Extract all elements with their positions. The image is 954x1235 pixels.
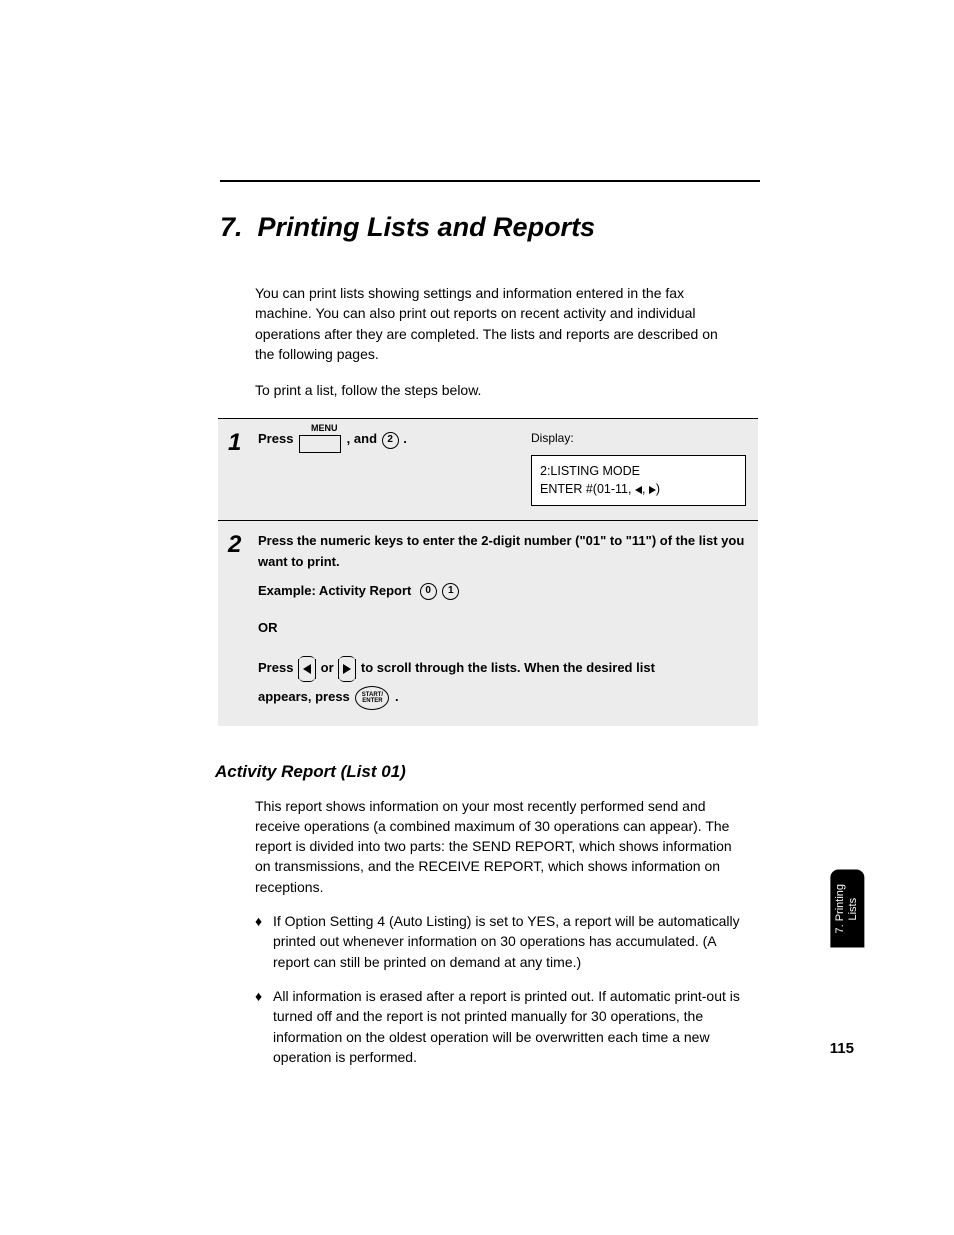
or-label: OR — [258, 618, 746, 639]
step-2: 2 Press the numeric keys to enter the 2-… — [218, 521, 758, 725]
right-arrow-key-icon — [338, 659, 356, 679]
key-0-icon: 0 — [420, 583, 437, 600]
bullet-item: ♦ All information is erased after a repo… — [255, 986, 745, 1067]
steps-container: 1 Press MENU , and 2 . Display: 2:LISTIN… — [218, 418, 758, 725]
press-label: Press — [258, 431, 293, 446]
start-enter-key-icon: START/ ENTER — [355, 686, 389, 710]
side-tab: 7. Printing Lists — [830, 870, 864, 948]
appears-text: appears, press — [258, 689, 350, 704]
top-rule — [220, 180, 760, 182]
display-panel: Display: 2:LISTING MODE ENTER #(01-11, ,… — [531, 429, 746, 506]
chapter-title: 7. Printing Lists and Reports — [220, 212, 854, 243]
activity-report-heading: Activity Report (List 01) — [215, 762, 854, 782]
chapter-name: Printing Lists and Reports — [258, 212, 596, 242]
right-arrow-icon — [649, 486, 656, 494]
step-2-scroll: Press or to scroll through the lists. Wh… — [258, 654, 746, 711]
step-body: Press MENU , and 2 . Display: 2:LISTING … — [258, 429, 746, 506]
left-arrow-icon — [635, 486, 642, 494]
step-1: 1 Press MENU , and 2 . Display: 2:LISTIN… — [218, 419, 758, 520]
display-line-2: ENTER #(01-11, , ) — [540, 480, 737, 499]
bullet-text-2: All information is erased after a report… — [273, 986, 745, 1067]
intro-paragraph-2: To print a list, follow the steps below. — [255, 380, 740, 400]
side-tab-line-2: Lists — [847, 897, 859, 920]
period: . — [395, 689, 399, 704]
left-arrow-key-icon — [298, 659, 316, 679]
step-body: Press the numeric keys to enter the 2-di… — [258, 531, 746, 711]
bullet-text-1: If Option Setting 4 (Auto Listing) is se… — [273, 911, 745, 972]
display-line-2b: , — [642, 482, 649, 496]
example-label: Example: Activity Report — [258, 583, 411, 598]
period: . — [403, 431, 407, 446]
display-box: 2:LISTING MODE ENTER #(01-11, , ) — [531, 455, 746, 507]
menu-key-icon — [299, 435, 341, 453]
manual-page: 7. Printing Lists and Reports You can pr… — [0, 0, 954, 1141]
display-line-2c: ) — [656, 482, 660, 496]
scroll-text: to scroll through the lists. When the de… — [361, 660, 655, 675]
or-word: or — [321, 660, 334, 675]
step-2-line-1: Press the numeric keys to enter the 2-di… — [258, 531, 746, 573]
and-text: , and — [347, 431, 377, 446]
display-label: Display: — [531, 429, 746, 448]
display-line-2a: ENTER #(01-11, — [540, 482, 635, 496]
intro-paragraph-1: You can print lists showing settings and… — [255, 283, 740, 364]
step-1-instruction: Press MENU , and 2 . — [258, 429, 531, 506]
page-number: 115 — [830, 1040, 854, 1057]
side-tab-line-1: 7. Printing — [834, 884, 846, 934]
bullet-item: ♦ If Option Setting 4 (Auto Listing) is … — [255, 911, 745, 972]
chapter-number: 7. — [220, 212, 243, 242]
step-number: 1 — [228, 429, 258, 506]
display-line-1: 2:LISTING MODE — [540, 462, 737, 481]
bullet-icon: ♦ — [255, 911, 273, 972]
bullet-icon: ♦ — [255, 986, 273, 1067]
enter-label: ENTER — [362, 698, 382, 704]
press-label: Press — [258, 660, 293, 675]
step-2-example: Example: Activity Report 0 1 — [258, 581, 746, 602]
activity-report-paragraph: This report shows information on your mo… — [255, 796, 745, 897]
key-1-icon: 1 — [442, 583, 459, 600]
key-2-icon: 2 — [382, 432, 399, 449]
step-number: 2 — [228, 531, 258, 711]
